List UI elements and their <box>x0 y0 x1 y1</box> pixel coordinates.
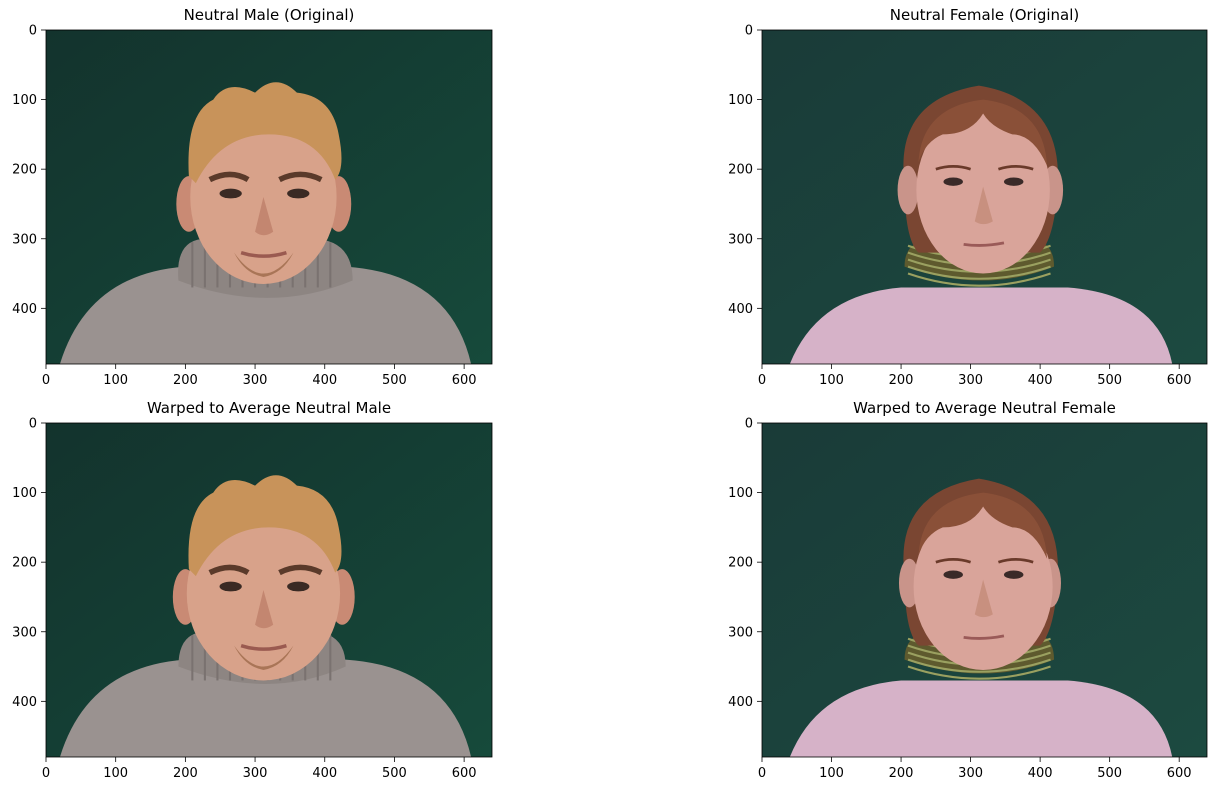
y-tick-label: 0 <box>745 417 753 432</box>
y-tick-label: 200 <box>728 163 753 178</box>
subplot-p4: Warped to Average Neutral Female 0 100 200 3… <box>762 423 1207 757</box>
y-tick-label: 400 <box>728 695 753 710</box>
y-tick-label: 400 <box>12 695 37 710</box>
x-tick-label: 0 <box>758 766 766 781</box>
subplot-p1: Neutral Male (Original) 0 100 200 300 400 500 6… <box>46 30 492 364</box>
x-tick-label: 600 <box>1167 373 1192 388</box>
y-tick-label: 0 <box>745 24 753 39</box>
x-tick-label: 500 <box>382 766 407 781</box>
x-tick-label: 300 <box>958 373 983 388</box>
y-tick-label: 300 <box>728 625 753 640</box>
y-tick-label: 300 <box>12 232 37 247</box>
x-tick-label: 300 <box>243 373 268 388</box>
y-tick-label: 100 <box>728 93 753 108</box>
x-tick-label: 600 <box>1167 766 1192 781</box>
x-tick-label: 400 <box>312 766 337 781</box>
subplot-p3: Warped to Average Neutral Male 0 100 200 300… <box>46 423 492 757</box>
subplot-p2: Neutral Female (Original) 0 100 200 300 400 50… <box>762 30 1207 364</box>
x-tick-label: 400 <box>1028 766 1053 781</box>
face-photo-female <box>762 423 1207 757</box>
y-tick-label: 400 <box>728 302 753 317</box>
x-tick-label: 100 <box>103 373 128 388</box>
face-photo-male <box>46 423 492 757</box>
x-tick-label: 500 <box>1097 766 1122 781</box>
x-tick-label: 100 <box>819 766 844 781</box>
x-tick-label: 200 <box>889 766 914 781</box>
face-photo-male <box>46 30 492 364</box>
y-tick-label: 400 <box>12 302 37 317</box>
y-tick-label: 200 <box>12 163 37 178</box>
y-tick-label: 200 <box>728 556 753 571</box>
y-tick-label: 100 <box>12 486 37 501</box>
y-tick-label: 300 <box>12 625 37 640</box>
x-tick-label: 100 <box>819 373 844 388</box>
x-tick-label: 300 <box>958 766 983 781</box>
y-tick-label: 300 <box>728 232 753 247</box>
x-tick-label: 600 <box>452 766 477 781</box>
x-tick-label: 500 <box>382 373 407 388</box>
x-tick-label: 0 <box>42 373 50 388</box>
x-tick-label: 400 <box>1028 373 1053 388</box>
subplot-title: Neutral Male (Original) <box>46 6 492 24</box>
x-tick-label: 200 <box>173 373 198 388</box>
subplot-title: Warped to Average Neutral Female <box>762 399 1207 417</box>
subplot-title: Neutral Female (Original) <box>762 6 1207 24</box>
face-photo-female <box>762 30 1207 364</box>
x-tick-label: 0 <box>42 766 50 781</box>
y-tick-label: 0 <box>29 24 37 39</box>
x-tick-label: 100 <box>103 766 128 781</box>
x-tick-label: 200 <box>889 373 914 388</box>
x-tick-label: 400 <box>312 373 337 388</box>
x-tick-label: 500 <box>1097 373 1122 388</box>
x-tick-label: 200 <box>173 766 198 781</box>
x-tick-label: 0 <box>758 373 766 388</box>
y-tick-label: 0 <box>29 417 37 432</box>
y-tick-label: 100 <box>728 486 753 501</box>
y-tick-label: 200 <box>12 556 37 571</box>
subplot-title: Warped to Average Neutral Male <box>46 399 492 417</box>
x-tick-label: 300 <box>243 766 268 781</box>
x-tick-label: 600 <box>452 373 477 388</box>
y-tick-label: 100 <box>12 93 37 108</box>
